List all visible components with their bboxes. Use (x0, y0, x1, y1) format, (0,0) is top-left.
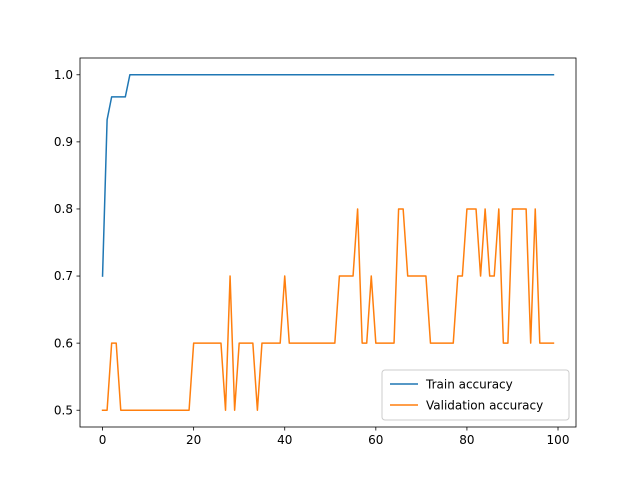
axes-frame (79, 57, 577, 428)
plot-lines (101, 74, 555, 411)
y-tick-label: 0.9 (54, 135, 73, 149)
x-axis-ticks: 0 20 40 60 80 100 (99, 427, 570, 447)
legend: Train accuracy Validation accuracy (381, 369, 570, 421)
x-tick-label: 100 (547, 433, 570, 447)
x-tick-label: 20 (186, 433, 201, 447)
x-tick-label: 40 (277, 433, 292, 447)
x-tick-label: 80 (459, 433, 474, 447)
series-line-train-accuracy (101, 74, 555, 277)
legend-box (381, 369, 570, 421)
legend-label: Validation accuracy (426, 399, 543, 413)
y-tick-label: 0.7 (54, 269, 73, 283)
y-tick-label: 0.8 (54, 202, 73, 216)
y-tick-label: 1.0 (54, 68, 73, 82)
x-tick-label: 0 (99, 433, 107, 447)
y-tick-label: 0.6 (54, 336, 73, 350)
y-tick-label: 0.5 (54, 403, 73, 417)
x-tick-label: 60 (368, 433, 383, 447)
legend-label: Train accuracy (425, 378, 513, 392)
series-line-validation-accuracy (101, 208, 555, 411)
y-axis-ticks: 0.5 0.6 0.7 0.8 0.9 1.0 (54, 68, 80, 417)
